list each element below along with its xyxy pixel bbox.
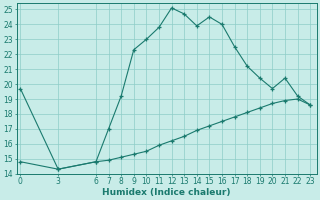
- X-axis label: Humidex (Indice chaleur): Humidex (Indice chaleur): [102, 188, 231, 197]
